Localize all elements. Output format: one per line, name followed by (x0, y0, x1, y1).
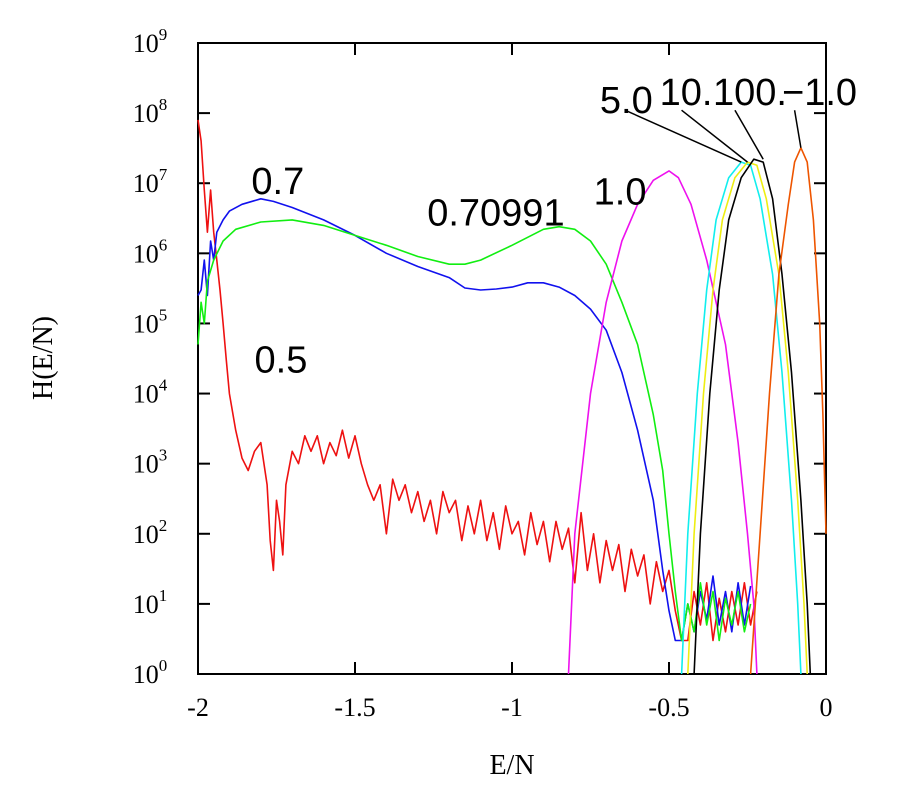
y-tick-label: 101 (133, 586, 168, 619)
y-tick-label: 102 (133, 516, 168, 549)
curve-labels: 0.5 0.7 0.70991 1.0 5.0 10. 100.−1.0 (251, 72, 857, 381)
curve-label: −1.0 (782, 72, 857, 114)
tick-labels: -2 -1.5 -1 -0.5 0 100 101 102 103 104 105 106 107 108… (133, 25, 833, 722)
y-axis-title: H(E/N) (28, 316, 59, 400)
y-tick-label: 105 (133, 305, 168, 338)
series-line-5 (687, 161, 808, 675)
y-tick-label: 106 (133, 235, 168, 268)
series-line-7 (749, 147, 827, 675)
x-tick-label: 0 (820, 693, 833, 722)
curve-label: 5.0 (600, 80, 653, 122)
y-tick-label: 109 (133, 25, 168, 58)
y-tick-label: 107 (133, 165, 168, 198)
pointer-line (681, 109, 748, 163)
pointer-line (734, 109, 764, 160)
y-tick-label: 100 (133, 656, 168, 689)
x-tick-label: -1.5 (334, 693, 375, 722)
curve-label: 10. (660, 72, 713, 114)
curve-label: 0.7 (251, 161, 304, 203)
series-layer (197, 119, 827, 675)
curve-label: 1.0 (594, 171, 647, 213)
y-tick-label: 103 (133, 446, 168, 479)
pointer-line (624, 109, 742, 163)
x-tick-label: -1 (501, 693, 523, 722)
pointer-lines (624, 109, 802, 163)
x-axis-title: E/N (489, 750, 534, 781)
curve-label: 0.70991 (427, 192, 564, 234)
series-line-0 (197, 119, 758, 642)
pointer-line (793, 110, 802, 148)
series-line-3 (567, 170, 758, 675)
y-tick-label: 104 (133, 376, 168, 409)
series-line-6 (693, 158, 812, 675)
y-tick-label: 108 (133, 95, 168, 128)
x-tick-label: -0.5 (648, 693, 689, 722)
series-line-2 (197, 219, 752, 642)
curve-label: 100. (713, 72, 787, 114)
x-tick-label: -2 (187, 693, 209, 722)
curve-label: 0.5 (255, 339, 308, 381)
